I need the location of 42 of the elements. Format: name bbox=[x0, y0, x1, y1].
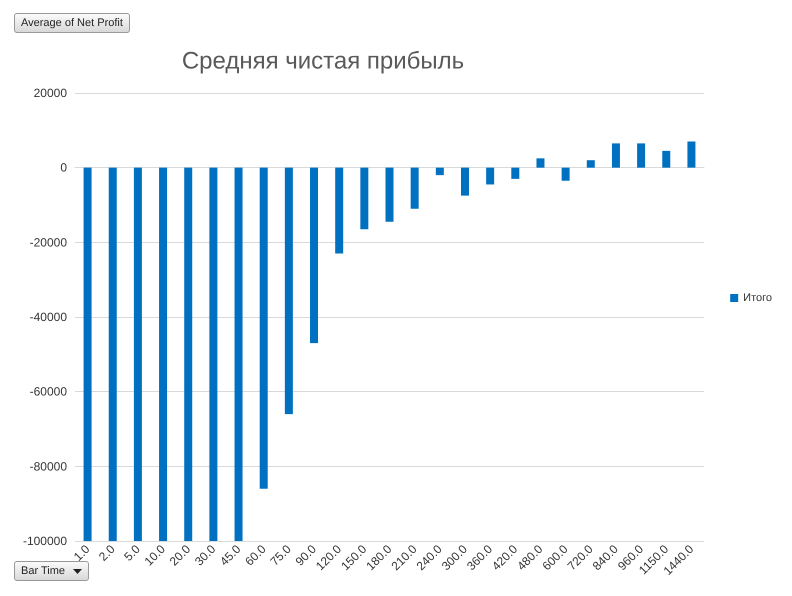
x-tick-label: 2.0 bbox=[96, 542, 118, 564]
bar bbox=[260, 168, 268, 489]
bar bbox=[486, 168, 494, 184]
bar bbox=[335, 168, 344, 254]
x-tick-label: 45.0 bbox=[217, 542, 244, 568]
bar bbox=[234, 168, 243, 541]
x-tick-label: 5.0 bbox=[121, 542, 144, 564]
y-tick-label: -80000 bbox=[30, 459, 68, 474]
bar bbox=[184, 168, 192, 541]
bar bbox=[360, 168, 368, 230]
y-tick-label: -40000 bbox=[30, 310, 68, 324]
bar bbox=[662, 150, 670, 168]
bar bbox=[386, 168, 394, 222]
bar bbox=[209, 168, 218, 541]
legend-label: Итого bbox=[743, 292, 772, 304]
bar bbox=[562, 168, 570, 181]
bar bbox=[410, 168, 419, 209]
bar bbox=[284, 168, 293, 414]
y-tick-label: -100000 bbox=[22, 534, 68, 548]
bar bbox=[460, 168, 469, 196]
bar bbox=[511, 168, 520, 179]
bar bbox=[536, 158, 544, 168]
bar bbox=[586, 160, 595, 168]
bar bbox=[134, 168, 142, 541]
bar bbox=[159, 168, 168, 541]
y-tick-label: -20000 bbox=[30, 235, 68, 250]
x-tick-label: 60.0 bbox=[242, 542, 269, 568]
text: Bar Time bbox=[21, 565, 66, 577]
chart-title: Средняя чистая прибыль bbox=[182, 48, 464, 74]
bar bbox=[687, 142, 696, 168]
text: Average of Net Profit bbox=[14, 13, 130, 33]
x-tick-label: 75.0 bbox=[267, 542, 294, 568]
bar bbox=[108, 168, 117, 541]
x-tick-label: 1.0 bbox=[70, 542, 93, 564]
bar bbox=[436, 168, 444, 176]
bar bbox=[310, 168, 318, 344]
y-tick-label: -60000 bbox=[30, 384, 68, 399]
bar bbox=[637, 143, 646, 168]
bar bbox=[612, 143, 620, 168]
y-tick-label: 0 bbox=[60, 160, 68, 175]
bar bbox=[84, 168, 92, 541]
y-tick-label: 20000 bbox=[34, 86, 68, 100]
